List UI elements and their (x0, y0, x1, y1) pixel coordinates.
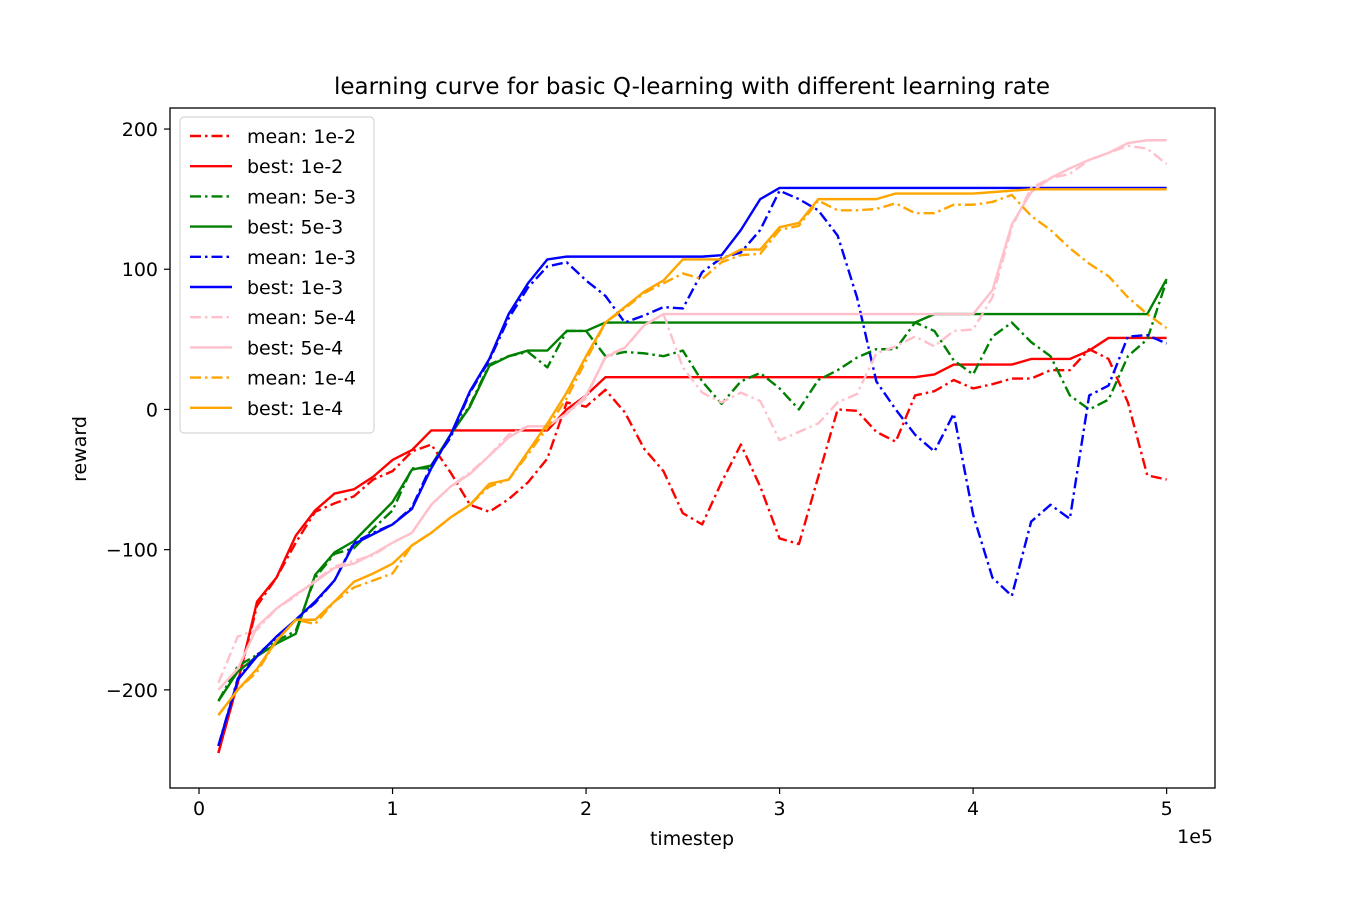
x-axis-offset-label: 1e5 (1177, 826, 1213, 848)
series-line-mean-1e-3 (217, 189, 1168, 747)
y-tick-label: 200 (122, 119, 158, 141)
plot-area (217, 139, 1168, 754)
x-tick-label: 4 (967, 798, 979, 820)
series-line-mean-5e-3 (217, 280, 1168, 702)
x-tick-label: 1 (386, 798, 398, 820)
legend-label-best-5e-3: best: 5e-3 (247, 217, 343, 239)
x-tick-label: 2 (580, 798, 592, 820)
x-axis-label: timestep (650, 828, 734, 850)
chart-title: learning curve for basic Q-learning with… (334, 74, 1050, 100)
y-tick-label: −200 (106, 680, 158, 702)
series-line-best-1e-4 (217, 188, 1167, 716)
x-tick-label: 0 (193, 798, 205, 820)
legend-label-mean-5e-3: mean: 5e-3 (247, 186, 356, 208)
x-tick-label: 5 (1161, 798, 1173, 820)
x-axis: 0 1 2 3 4 5 (193, 788, 1173, 820)
x-tick-label: 3 (774, 798, 786, 820)
series-line-best-1e-3 (217, 186, 1167, 747)
legend-label-mean-1e-4: mean: 1e-4 (247, 368, 356, 390)
legend-label-mean-1e-3: mean: 1e-3 (247, 247, 356, 269)
series-line-best-5e-4 (217, 139, 1167, 691)
series-line-mean-1e-4 (217, 193, 1168, 716)
y-axis: −200 −100 0 100 200 (106, 119, 170, 702)
series-line-mean-1e-2 (217, 347, 1167, 754)
legend-label-mean-1e-2: mean: 1e-2 (247, 126, 356, 148)
y-tick-label: 0 (146, 399, 158, 421)
y-tick-label: −100 (106, 540, 158, 562)
legend-label-best-5e-4: best: 5e-4 (247, 337, 343, 359)
legend-label-best-1e-2: best: 1e-2 (247, 156, 343, 178)
series-line-best-1e-2 (217, 336, 1167, 754)
legend-label-best-1e-3: best: 1e-3 (247, 277, 343, 299)
legend: mean: 1e-2 best: 1e-2 mean: 5e-3 best: 5e-3… (179, 116, 375, 434)
legend-label-best-1e-4: best: 1e-4 (247, 398, 343, 420)
y-tick-label: 100 (122, 259, 158, 281)
y-axis-label: reward (69, 416, 91, 482)
legend-label-mean-5e-4: mean: 5e-4 (247, 307, 356, 329)
series-line-best-5e-3 (217, 278, 1168, 702)
plot-frame (169, 107, 1216, 789)
